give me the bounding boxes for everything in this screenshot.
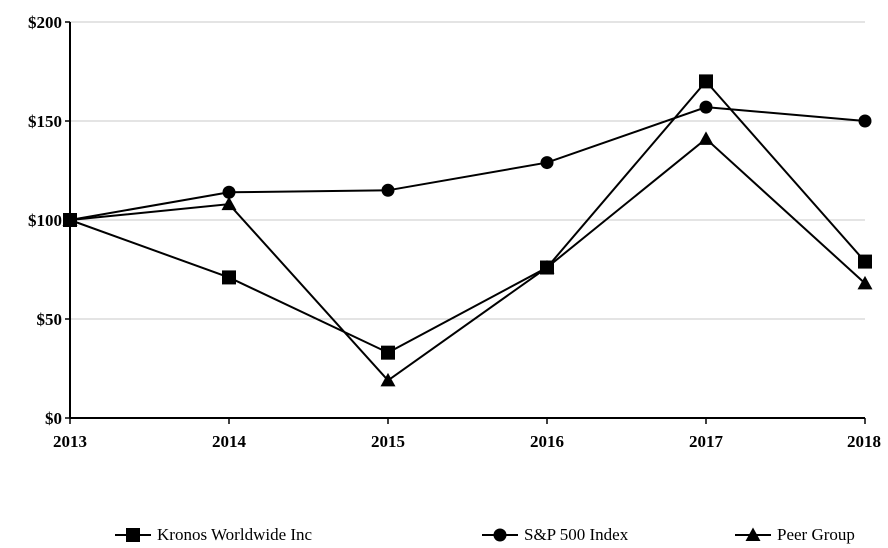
legend-item-kronos-worldwide-inc: Kronos Worldwide Inc: [115, 525, 313, 544]
y-tick-label: $200: [28, 13, 62, 32]
data-point-kronos-worldwide-inc: [858, 254, 872, 269]
series-peer-group: [62, 131, 873, 387]
data-point-s-p-500-index: [381, 183, 395, 197]
x-tick-label: 2017: [689, 432, 724, 451]
data-point-peer-group: [857, 275, 873, 290]
y-tick-label: $50: [37, 310, 63, 329]
legend-label: Kronos Worldwide Inc: [157, 525, 313, 544]
data-point-s-p-500-index: [858, 114, 872, 128]
data-point-s-p-500-index: [540, 156, 554, 170]
x-tick-label: 2016: [530, 432, 564, 451]
x-tick-label: 2015: [371, 432, 405, 451]
data-point-kronos-worldwide-inc: [222, 270, 236, 285]
x-tick-label: 2014: [212, 432, 247, 451]
data-point-peer-group: [380, 372, 396, 387]
series-line-peer-group: [69, 137, 866, 382]
legend-label: S&P 500 Index: [524, 525, 629, 544]
y-axis-tick-labels: $0 $50 $100 $150 $200: [28, 13, 62, 428]
data-point-kronos-worldwide-inc: [699, 74, 713, 89]
gridlines: [70, 21, 865, 320]
y-tick-label: $0: [45, 409, 62, 428]
data-point-peer-group: [539, 260, 555, 274]
legend-marker: [126, 528, 140, 542]
series-line-s-p-500-index: [69, 106, 866, 221]
data-point-s-p-500-index: [222, 185, 236, 199]
y-tick-label: $100: [28, 211, 62, 230]
legend: Kronos Worldwide Inc S&P 500 Index Peer Gr…: [115, 525, 855, 544]
legend-item-peer-group: Peer Group: [735, 525, 855, 544]
legend-item-s-p-500-index: S&P 500 Index: [482, 525, 629, 544]
legend-label: Peer Group: [777, 525, 855, 544]
x-axis-tick-labels: 2013 2014 2015 2016 2017 2018: [53, 432, 881, 451]
axes: [65, 21, 866, 424]
data-point-peer-group: [62, 212, 78, 226]
legend-marker: [745, 527, 761, 541]
data-point-kronos-worldwide-inc: [381, 345, 395, 360]
x-tick-label: 2018: [847, 432, 881, 451]
series-line-kronos-worldwide-inc: [69, 79, 866, 354]
series-lines: [62, 74, 873, 387]
data-point-peer-group: [698, 131, 714, 145]
y-tick-label: $150: [28, 112, 62, 131]
data-point-peer-group: [221, 196, 237, 211]
series-kronos-worldwide-inc: [63, 74, 872, 360]
legend-marker: [493, 528, 507, 542]
x-tick-label: 2013: [53, 432, 87, 451]
data-point-s-p-500-index: [699, 100, 713, 114]
